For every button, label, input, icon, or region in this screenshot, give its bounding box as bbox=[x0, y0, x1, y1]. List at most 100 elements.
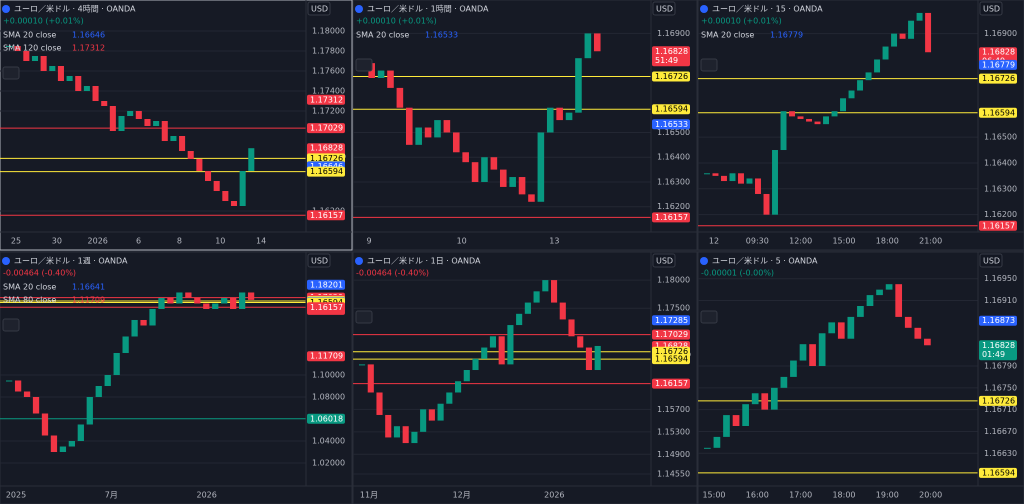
candle bbox=[185, 292, 192, 298]
symbol-icon bbox=[700, 257, 708, 265]
indicator-label: SMA 20 close bbox=[356, 31, 409, 40]
currency-label: USD bbox=[983, 257, 1000, 266]
currency-label: USD bbox=[311, 257, 328, 266]
price-change: +0.00010 (+0.01%) bbox=[3, 17, 84, 26]
price-tag-label: 1.16646 bbox=[310, 162, 343, 171]
candle bbox=[131, 319, 138, 337]
candle bbox=[396, 87, 404, 108]
candle bbox=[387, 70, 394, 88]
symbol-icon bbox=[2, 5, 10, 13]
currency-box[interactable] bbox=[652, 253, 676, 268]
candle bbox=[481, 347, 488, 359]
panel-bg bbox=[0, 251, 353, 504]
chart-panel: 1.16200 1.16300 1.16400 1.16500 1.16900 ユーロ／米… bbox=[697, 0, 1024, 251]
time-label: 18:00 bbox=[832, 491, 855, 500]
y-tick-label: 1.16950 bbox=[984, 274, 1017, 283]
collapse-button[interactable] bbox=[2, 318, 20, 332]
plot-area bbox=[353, 279, 651, 475]
price-tag-label: 1.11709 bbox=[310, 352, 343, 361]
candle bbox=[153, 121, 160, 126]
candle bbox=[187, 151, 194, 159]
y-tick-label: 1.16200 bbox=[657, 202, 690, 211]
currency-box[interactable] bbox=[307, 1, 331, 16]
candle bbox=[6, 46, 13, 47]
candle bbox=[772, 150, 778, 215]
candle bbox=[68, 441, 76, 447]
y-tick-label: 1.16630 bbox=[984, 449, 1017, 458]
candle bbox=[75, 76, 82, 91]
price-tag-label: 1.17312 bbox=[310, 95, 343, 104]
candle bbox=[809, 344, 816, 366]
candle bbox=[704, 173, 710, 175]
candle bbox=[908, 20, 915, 39]
panel-title: ユーロ／米ドル · 1日 · OANDA bbox=[367, 256, 481, 266]
candle bbox=[916, 12, 923, 21]
currency-box[interactable] bbox=[307, 253, 331, 268]
candle bbox=[837, 322, 845, 339]
candle bbox=[359, 364, 366, 366]
price-tag-label: 1.17029 bbox=[655, 330, 688, 339]
currency-box[interactable] bbox=[979, 253, 1003, 268]
candle bbox=[729, 173, 736, 182]
indicator-value: 1.16641 bbox=[72, 283, 105, 292]
time-label: 18:00 bbox=[876, 237, 899, 246]
price-tag-label: 1.06018 bbox=[310, 414, 343, 423]
indicator-value: 1.16779 bbox=[770, 31, 803, 40]
y-tick-label: 1.02000 bbox=[312, 459, 345, 468]
y-tick-label: 1.04000 bbox=[312, 437, 345, 446]
candle bbox=[797, 116, 804, 119]
panel-bg bbox=[697, 0, 1024, 251]
price-tag bbox=[979, 467, 1017, 478]
candle bbox=[247, 292, 255, 300]
panel-title: ユーロ／米ドル · 15 · OANDA bbox=[712, 4, 823, 14]
indicator-label: SMA 80 close bbox=[3, 296, 56, 305]
candle bbox=[874, 59, 881, 73]
candle bbox=[780, 111, 787, 151]
time-label: 2026 bbox=[196, 491, 216, 500]
collapse-button[interactable] bbox=[355, 58, 373, 72]
indicator-value: 1.11709 bbox=[72, 296, 105, 305]
plot-area bbox=[0, 292, 306, 464]
candle bbox=[66, 76, 73, 81]
price-tag bbox=[979, 315, 1017, 326]
y-tick-label: 1.17600 bbox=[312, 67, 345, 76]
collapse-button[interactable] bbox=[700, 58, 718, 72]
time-label: 11月 bbox=[360, 491, 378, 500]
candle bbox=[462, 152, 469, 163]
countdown-label: 51:49 bbox=[655, 56, 678, 65]
price-tag bbox=[979, 73, 1017, 84]
collapse-button[interactable] bbox=[700, 310, 718, 324]
price-change: +0.00010 (+0.01%) bbox=[701, 17, 782, 26]
candle bbox=[101, 101, 108, 106]
price-tag bbox=[652, 46, 690, 67]
candle bbox=[415, 127, 422, 145]
currency-box[interactable] bbox=[652, 1, 676, 16]
candle bbox=[556, 107, 563, 121]
price-tag-label: 1.16828 bbox=[982, 341, 1015, 350]
currency-box[interactable] bbox=[979, 1, 1003, 16]
candle bbox=[118, 116, 125, 131]
candle bbox=[454, 381, 462, 393]
currency-label: USD bbox=[656, 5, 673, 14]
candle bbox=[914, 327, 922, 339]
candle bbox=[471, 162, 479, 182]
candle bbox=[212, 303, 219, 309]
candle bbox=[194, 297, 201, 304]
time-label: 10 bbox=[457, 237, 467, 246]
candle bbox=[704, 447, 711, 449]
time-label: 12月 bbox=[453, 491, 471, 500]
price-tag bbox=[307, 153, 345, 164]
collapse-button[interactable] bbox=[355, 310, 373, 324]
candle bbox=[904, 316, 912, 328]
candle bbox=[575, 58, 582, 113]
candle bbox=[565, 112, 573, 121]
price-tag-label: 1.16157 bbox=[982, 221, 1015, 230]
time-label: 17:00 bbox=[789, 491, 812, 500]
candle bbox=[196, 159, 203, 171]
panel-bg bbox=[697, 251, 1024, 504]
candle bbox=[443, 120, 451, 133]
collapse-button[interactable] bbox=[2, 66, 20, 80]
candle bbox=[83, 86, 90, 91]
candle bbox=[437, 403, 444, 421]
